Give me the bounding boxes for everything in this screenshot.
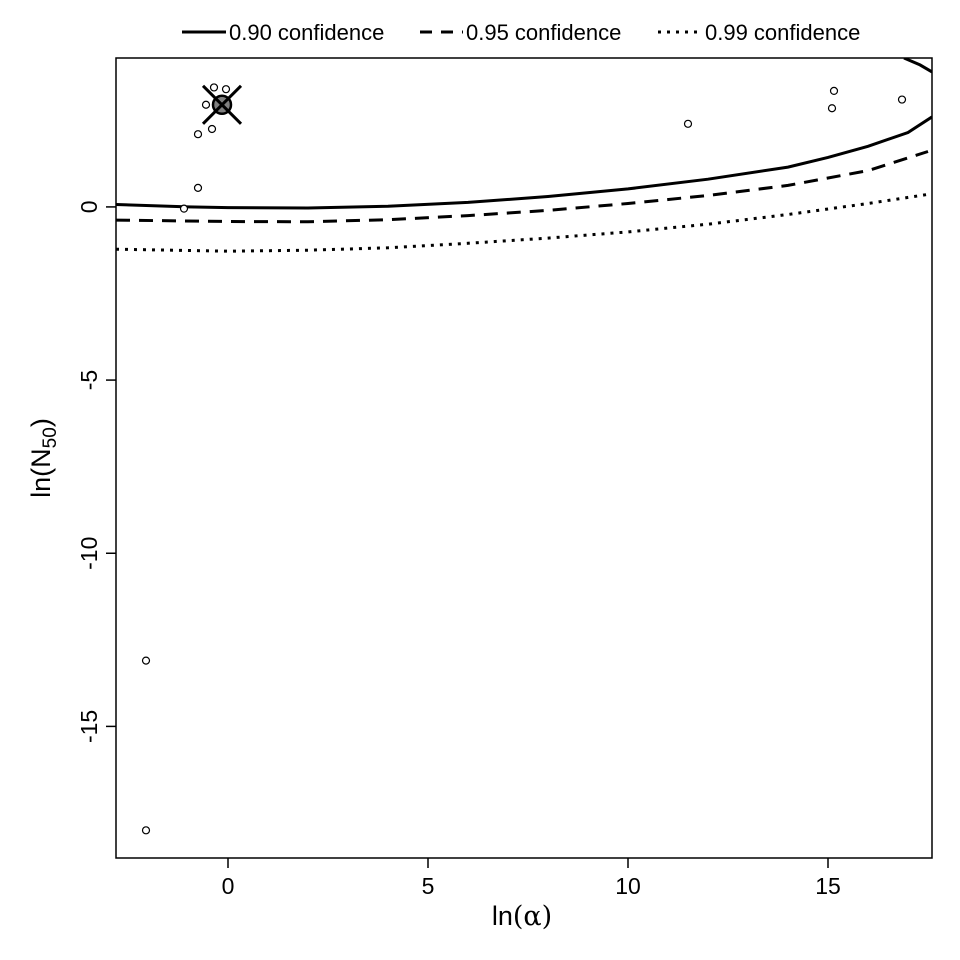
legend-label-090: 0.90 confidence — [229, 20, 384, 45]
sample-point — [829, 86, 839, 96]
y-axis: 0 -5 -10 -15 — [76, 201, 116, 743]
x-axis: 0 5 10 15 — [222, 858, 841, 899]
sample-point — [209, 83, 219, 92]
sample-point — [827, 104, 837, 113]
sample-point — [179, 204, 189, 213]
sample-point — [141, 656, 151, 665]
series-line-solid-0 — [116, 115, 932, 210]
x-tick-label: 15 — [815, 873, 841, 899]
sample-point — [683, 119, 693, 128]
series-line-dashed-2 — [116, 150, 929, 224]
points-layer — [141, 83, 907, 835]
series-layer — [116, 58, 932, 253]
x-axis-label: ln(α) — [492, 901, 552, 932]
y-axis-label-suffix: ) — [26, 418, 56, 427]
y-axis-label: ln(N50) — [26, 418, 61, 498]
sample-point — [897, 95, 907, 104]
y-axis-label-sub: 50 — [40, 427, 61, 448]
y-tick-label: -10 — [76, 537, 102, 570]
series-line-solid-1 — [903, 58, 932, 74]
y-tick-label: -15 — [76, 710, 102, 743]
sample-point — [193, 183, 203, 192]
plot-frame — [115, 57, 933, 859]
x-axis-label-paren-close: ) — [542, 901, 553, 932]
sample-point — [221, 85, 231, 94]
legend-label-095: 0.95 confidence — [466, 20, 621, 45]
y-tick-label: 0 — [76, 201, 102, 214]
y-tick-label: -5 — [76, 370, 102, 390]
series-line-dotted-3 — [116, 192, 932, 253]
x-axis-label-prefix: ln — [492, 901, 513, 931]
sample-point — [141, 826, 151, 835]
y-axis-label-prefix: ln(N — [26, 448, 56, 498]
sample-point — [201, 100, 211, 109]
sample-point — [207, 124, 217, 134]
sample-point — [193, 130, 203, 139]
x-tick-label: 5 — [422, 873, 435, 899]
x-axis-label-symbol: α — [523, 901, 541, 932]
x-tick-label: 10 — [615, 873, 641, 899]
legend-label-099: 0.99 confidence — [705, 20, 860, 45]
legend: 0.90 confidence 0.95 confidence 0.99 con… — [182, 20, 860, 45]
best-fit-cross-b — [201, 84, 243, 125]
x-tick-label: 0 — [222, 873, 235, 899]
x-axis-label-paren-open: ( — [513, 901, 524, 932]
